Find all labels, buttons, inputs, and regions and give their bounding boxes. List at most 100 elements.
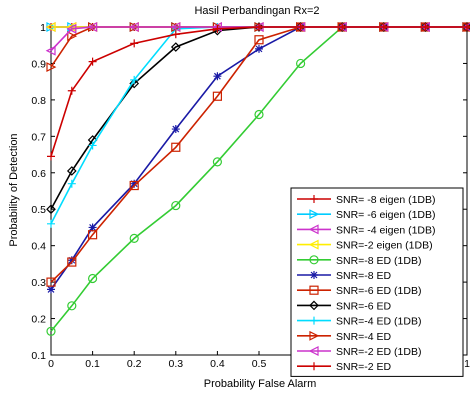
x-tick-label: 0 <box>48 358 54 370</box>
legend-label: SNR=-8 ED (1DB) <box>336 255 421 267</box>
legend-item: SNR=-4 ED <box>297 331 392 343</box>
x-axis-label: Probability False Alarm <box>204 378 317 390</box>
data-point <box>46 326 56 336</box>
legend-item: SNR=-8 ED (1DB) <box>297 255 421 267</box>
legend-item: SNR= -8 eigen (1DB) <box>297 194 436 206</box>
y-axis-label: Probability of Detection <box>8 133 20 246</box>
y-tick-label: 0.1 <box>31 350 46 362</box>
data-point <box>255 23 263 31</box>
data-point <box>47 285 55 294</box>
data-point <box>66 166 77 176</box>
data-point <box>171 30 180 39</box>
data-point <box>254 109 264 120</box>
data-point <box>255 44 263 53</box>
chart-title: Hasil Perbandingan Rx=2 <box>194 5 319 17</box>
data-point <box>338 23 347 31</box>
data-point <box>66 23 77 34</box>
data-point <box>130 39 139 48</box>
x-tick-label: 0.2 <box>127 358 142 370</box>
legend-label: SNR= -4 eigen (1DB) <box>336 224 436 236</box>
legend-marker <box>308 346 319 356</box>
data-point <box>171 142 181 152</box>
legend-item: SNR= -4 eigen (1DB) <box>297 224 436 236</box>
data-point <box>87 22 98 32</box>
x-tick-label: 0.1 <box>85 358 100 370</box>
data-point <box>67 256 76 265</box>
legend-marker <box>308 239 319 250</box>
data-point <box>88 141 97 150</box>
legend-marker <box>308 224 319 235</box>
x-tick-label: 0.3 <box>168 358 183 370</box>
y-tick-label: 0.7 <box>31 131 46 143</box>
legend-label: SNR=-6 ED (1DB) <box>336 285 421 297</box>
legend-marker <box>309 300 319 311</box>
data-point <box>87 230 98 240</box>
data-point <box>171 125 180 134</box>
y-tick-label: 1 <box>40 22 46 34</box>
y-tick-label: 0.3 <box>31 277 46 289</box>
data-point <box>254 35 264 45</box>
legend-marker <box>309 285 319 295</box>
data-point <box>379 23 388 31</box>
legend-label: SNR=-2 eigen (1DB) <box>336 240 433 252</box>
data-point <box>213 24 222 33</box>
data-point <box>296 58 306 69</box>
data-point <box>67 301 77 311</box>
data-point <box>170 42 181 52</box>
data-point <box>171 200 181 211</box>
legend-label: SNR=-4 ED <box>336 331 392 343</box>
legend-label: SNR= -8 eigen (1DB) <box>336 194 436 206</box>
legend-label: SNR=-8 ED <box>336 270 392 282</box>
y-tick-label: 0.5 <box>31 204 46 216</box>
data-point <box>129 78 140 89</box>
data-point <box>46 62 57 73</box>
legend-label: SNR=-2 ED <box>336 361 392 373</box>
data-point <box>45 22 56 32</box>
series-layer <box>45 22 470 336</box>
data-point <box>67 257 77 267</box>
legend-box <box>290 187 464 377</box>
y-tick-label: 0.8 <box>31 95 46 107</box>
data-point <box>128 22 139 32</box>
legend-marker <box>310 316 318 325</box>
data-point <box>46 277 56 287</box>
legend-item: SNR=-4 ED (1DB) <box>297 316 421 328</box>
data-point <box>47 152 55 161</box>
data-point <box>46 204 56 215</box>
legend-item: SNR= -6 eigen (1DB) <box>297 209 436 221</box>
data-point <box>129 180 139 191</box>
legend-marker <box>310 362 318 371</box>
series-line <box>50 26 467 157</box>
x-tick-label: 1 <box>464 358 470 370</box>
legend-item: SNR=-2 ED <box>297 361 392 373</box>
data-point <box>129 233 139 243</box>
legend-item: SNR=-2 ED (1DB) <box>297 346 421 358</box>
x-tick-label: 0.5 <box>252 358 267 370</box>
legend-item: SNR=-6 ED <box>297 300 392 312</box>
data-point <box>45 45 56 56</box>
series-11 <box>47 23 470 161</box>
data-point <box>88 57 97 66</box>
legend-marker <box>309 330 320 341</box>
legend-label: SNR=-2 ED (1DB) <box>336 346 421 358</box>
legend-marker <box>310 271 318 279</box>
legend-marker <box>309 255 319 265</box>
data-point <box>67 31 78 42</box>
legend-item: SNR=-8 ED <box>297 270 392 282</box>
data-point <box>87 273 98 284</box>
legend-item: SNR=-6 ED (1DB) <box>297 285 421 297</box>
data-point <box>212 157 222 167</box>
data-point <box>421 23 430 31</box>
x-tick-label: 0.4 <box>210 358 225 370</box>
data-point <box>296 23 305 31</box>
data-point <box>213 72 222 81</box>
data-point <box>130 75 139 84</box>
legend-marker <box>310 195 318 203</box>
legend-label: SNR=-4 ED (1DB) <box>336 316 421 328</box>
y-tick-label: 0.6 <box>31 168 46 180</box>
legend-label: SNR=-6 ED <box>336 300 392 312</box>
y-tick-label: 0.2 <box>31 314 46 326</box>
legend-marker <box>309 209 320 220</box>
data-point <box>47 219 55 228</box>
